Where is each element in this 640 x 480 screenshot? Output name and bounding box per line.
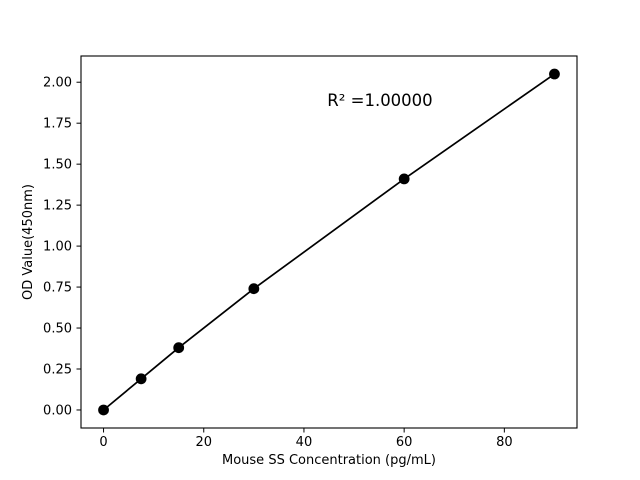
y-tick-label: 1.75: [43, 117, 72, 132]
x-tick-label: 20: [195, 435, 212, 450]
y-tick-label: 0.00: [43, 403, 72, 418]
x-tick-label: 80: [496, 435, 513, 450]
data-point: [173, 342, 185, 354]
plot-border: [80, 55, 578, 429]
y-tick-label: 0.75: [43, 281, 72, 296]
data-point: [549, 68, 560, 80]
y-tick-label: 1.00: [43, 240, 72, 255]
data-point: [98, 404, 109, 416]
fit-line: [102, 73, 556, 411]
y-tick-label: 0.50: [43, 322, 72, 337]
x-tick-label: 40: [296, 435, 313, 450]
y-tick-label: 1.25: [43, 199, 72, 214]
x-tick-label: 60: [396, 435, 413, 450]
y-tick-label: 2.00: [43, 76, 72, 91]
data-point: [398, 173, 410, 185]
y-tick-label: 0.25: [43, 363, 72, 378]
r-squared-annotation: R² =1.00000: [327, 91, 432, 110]
y-axis-label: OD Value(450nm): [21, 184, 36, 300]
x-axis-label: Mouse SS Concentration (pg/mL): [222, 453, 436, 468]
data-point: [248, 283, 260, 295]
data-point: [135, 373, 147, 385]
x-tick-label: 0: [99, 435, 107, 450]
y-tick-label: 1.50: [43, 158, 72, 173]
